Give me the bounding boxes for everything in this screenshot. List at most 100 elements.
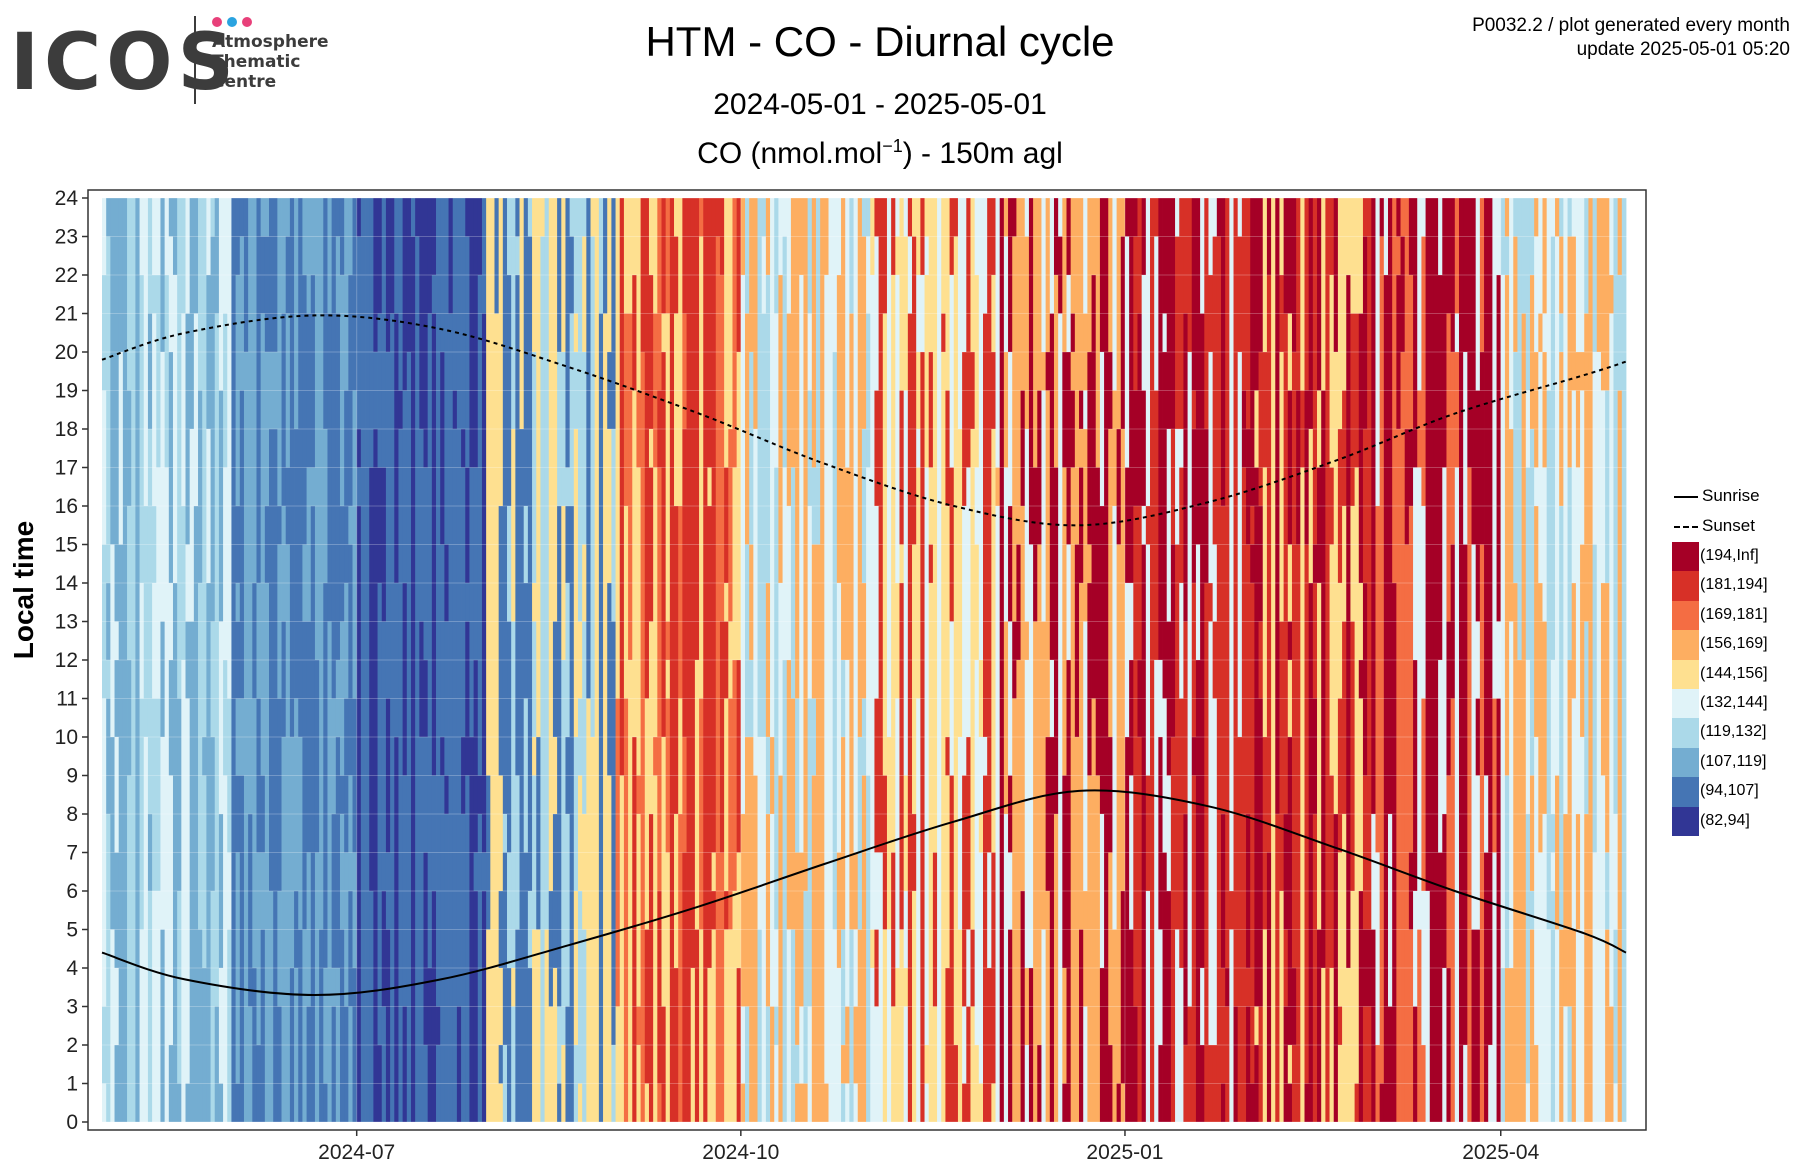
unit-prefix: CO (nmol.mol <box>697 137 883 170</box>
heatmap-cell <box>987 737 992 776</box>
heatmap-cell <box>214 814 220 1007</box>
heatmap-cell <box>928 583 934 776</box>
heatmap-cell <box>1137 198 1143 314</box>
legend-bin-swatch <box>1672 718 1699 748</box>
heatmap-cell <box>1567 429 1573 468</box>
heatmap-cell <box>164 275 170 468</box>
heatmap-cell <box>1304 544 1310 699</box>
heatmap-cell <box>815 198 821 314</box>
heatmap-cell <box>1154 929 1159 1122</box>
heatmap-cell <box>632 390 637 583</box>
heatmap-cell <box>373 352 378 429</box>
heatmap-cell <box>619 544 625 737</box>
heatmap-cell <box>1425 1083 1431 1122</box>
heatmap-cell <box>1496 275 1502 468</box>
heatmap-cell <box>198 698 203 776</box>
heatmap-cell <box>490 198 495 237</box>
heatmap-cell <box>1600 775 1606 853</box>
heatmap-cell <box>273 198 278 352</box>
heatmap-cell <box>1166 313 1172 391</box>
heatmap-cell <box>1170 544 1176 737</box>
heatmap-cell <box>874 1006 880 1122</box>
heatmap-cell <box>1525 814 1531 853</box>
heatmap-cell <box>544 929 550 1122</box>
heatmap-cell <box>1321 198 1326 391</box>
heatmap-cell <box>135 929 140 1122</box>
heatmap-cell <box>118 544 124 699</box>
heatmap-cell <box>1129 929 1134 1122</box>
heatmap-cell <box>832 929 838 1122</box>
heatmap-cell <box>916 698 921 814</box>
heatmap-cell <box>836 583 842 660</box>
heatmap-cell <box>1317 198 1322 391</box>
heatmap-cell <box>1008 1083 1013 1122</box>
heatmap-cell <box>398 775 404 968</box>
heatmap-cell <box>1154 198 1159 237</box>
heatmap-cell <box>511 275 516 429</box>
heatmap-cell <box>611 737 616 891</box>
heatmap-cell <box>1475 698 1481 776</box>
heatmap-cell <box>1425 891 1431 1084</box>
heatmap-cell <box>1467 544 1472 737</box>
heatmap-cell <box>289 968 295 1122</box>
heatmap-cell <box>590 198 596 237</box>
heatmap-cell <box>1049 929 1055 1045</box>
heatmap-cell <box>1200 198 1205 314</box>
heatmap-cell <box>177 429 182 583</box>
heatmap-cell <box>999 929 1005 1122</box>
heatmap-cell <box>511 814 516 968</box>
heatmap-cell <box>264 275 270 352</box>
heatmap-cell <box>1575 929 1581 968</box>
heatmap-cell <box>598 352 604 391</box>
heatmap-cell <box>1058 313 1063 391</box>
heatmap-cell <box>1496 467 1502 506</box>
heatmap-cell <box>1479 429 1485 545</box>
heatmap-cell <box>811 775 817 968</box>
heatmap-cell <box>724 467 729 583</box>
heatmap-cell <box>1559 506 1564 622</box>
heatmap-cell <box>1488 390 1493 429</box>
heatmap-cell <box>127 390 132 506</box>
heatmap-cell <box>1254 275 1259 391</box>
heatmap-cell <box>544 198 550 237</box>
heatmap-cell <box>1542 1006 1548 1045</box>
heatmap-cell <box>1317 929 1322 1045</box>
heatmap-cell <box>527 968 533 1045</box>
heatmap-cell <box>1037 390 1042 545</box>
heatmap-cell <box>1133 236 1138 391</box>
heatmap-cell <box>1555 929 1560 1122</box>
heatmap-cell <box>1066 544 1072 660</box>
heatmap-cell <box>281 1083 287 1122</box>
heatmap-cell <box>1346 198 1351 275</box>
heatmap-cell <box>323 737 328 814</box>
heatmap-cell <box>1396 737 1401 853</box>
heatmap-cell <box>314 352 320 468</box>
heatmap-cell <box>1187 698 1193 853</box>
heatmap-cell <box>122 814 128 968</box>
heatmap-cell <box>1529 198 1535 275</box>
logo-dot-pink <box>212 17 222 27</box>
heatmap-cell <box>753 236 758 429</box>
heatmap-cell <box>836 275 842 391</box>
heatmap-cell <box>657 891 662 1084</box>
heatmap-cell <box>448 929 454 1122</box>
heatmap-cell <box>882 775 888 930</box>
heatmap-cell <box>569 698 575 853</box>
heatmap-cell <box>807 852 813 1007</box>
heatmap-cell <box>235 275 241 429</box>
heatmap-cell <box>1567 467 1573 660</box>
heatmap-cell <box>603 313 608 429</box>
heatmap-cell <box>1454 660 1460 699</box>
heatmap-cell <box>1400 236 1406 352</box>
legend-bin: (107,119] <box>1672 747 1797 778</box>
heatmap-cell <box>1258 621 1264 699</box>
heatmap-cell <box>799 198 804 275</box>
heatmap-cell <box>682 660 687 737</box>
heatmap-cell <box>1170 929 1176 968</box>
heatmap-cell <box>139 198 145 275</box>
heatmap-cell <box>1371 390 1376 429</box>
heatmap-cell <box>1229 737 1234 891</box>
heatmap-cell <box>615 698 621 853</box>
heatmap-cell <box>172 275 178 391</box>
heatmap-cell <box>436 737 441 853</box>
